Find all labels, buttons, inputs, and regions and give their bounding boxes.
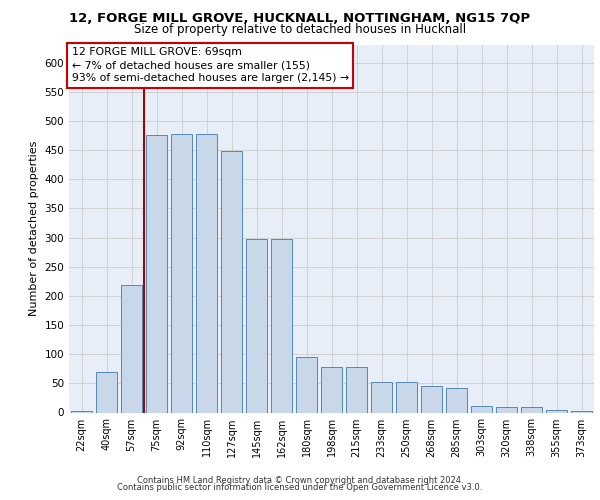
Bar [196,134,217,412]
Y-axis label: Number of detached properties: Number of detached properties [29,141,39,316]
Bar [371,382,392,412]
Bar [446,388,467,412]
Bar [96,372,117,412]
Bar [296,357,317,412]
Bar [421,386,442,412]
Bar [121,286,142,412]
Text: Size of property relative to detached houses in Hucknall: Size of property relative to detached ho… [134,22,466,36]
Bar [321,367,342,412]
Text: 12, FORGE MILL GROVE, HUCKNALL, NOTTINGHAM, NG15 7QP: 12, FORGE MILL GROVE, HUCKNALL, NOTTINGH… [70,12,530,26]
Bar [271,240,292,412]
Bar [546,410,567,412]
Bar [171,134,192,412]
Text: Contains HM Land Registry data © Crown copyright and database right 2024.: Contains HM Land Registry data © Crown c… [137,476,463,485]
Bar [146,136,167,412]
Bar [246,240,267,412]
Bar [496,406,517,412]
Bar [471,406,492,412]
Bar [346,367,367,412]
Bar [521,406,542,412]
Bar [221,151,242,412]
Bar [396,382,417,412]
Text: Contains public sector information licensed under the Open Government Licence v3: Contains public sector information licen… [118,484,482,492]
Text: 12 FORGE MILL GROVE: 69sqm
← 7% of detached houses are smaller (155)
93% of semi: 12 FORGE MILL GROVE: 69sqm ← 7% of detac… [71,47,349,83]
